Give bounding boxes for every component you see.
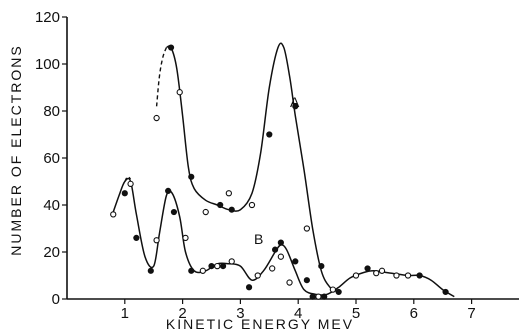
- series-b-point-open: [277, 253, 285, 260]
- series-b-point-filled: [133, 234, 140, 241]
- series-b-point-open: [404, 272, 412, 279]
- series-a-point-open: [248, 201, 256, 209]
- series-a-dashed-curve: [155, 47, 168, 107]
- series-b-point-open: [110, 211, 117, 218]
- series-b-point-filled: [245, 284, 253, 291]
- labels: KINETIC ENERGY MEV NUMBER OF ELECTRONS A…: [8, 44, 354, 332]
- y-axis-label: NUMBER OF ELECTRONS: [8, 44, 24, 255]
- series-label-b: B: [254, 231, 263, 247]
- series-a-point-open: [225, 190, 232, 197]
- y-tick-label: 120: [35, 9, 60, 26]
- series-b-point-filled: [165, 187, 172, 194]
- series-a-point-filled: [292, 103, 299, 110]
- series-b-point-filled: [321, 293, 328, 300]
- series-b-point-open: [378, 267, 386, 274]
- x-axis-label: KINETIC ENERGY MEV: [166, 316, 354, 332]
- series-b-point-filled: [277, 239, 284, 246]
- series-b-point-filled: [292, 258, 299, 265]
- x-tick-label: 7: [467, 305, 475, 322]
- series-a-point-filled: [228, 206, 235, 213]
- series-b-point-open: [373, 269, 380, 277]
- series-b-curve: [112, 177, 455, 298]
- series-b-point-open: [329, 286, 337, 293]
- series-a-point-open: [303, 225, 311, 232]
- y-tick-label: 60: [43, 150, 60, 167]
- series-b-point-filled: [121, 190, 128, 197]
- series-a-point-filled: [188, 173, 195, 180]
- series-a-point-filled: [335, 288, 342, 296]
- series-b-point-open: [286, 279, 293, 286]
- series-a-point-filled: [167, 44, 175, 51]
- series-b-point-open: [182, 234, 189, 242]
- series-b-point-open: [228, 258, 235, 265]
- series-a-point-open: [202, 208, 209, 216]
- points: [110, 44, 449, 300]
- series-b-point-open: [352, 272, 360, 279]
- x-tick-label: 1: [121, 305, 129, 322]
- series-a-curve: [166, 42, 340, 293]
- series-b-point-filled: [219, 263, 227, 270]
- series-b-point-filled: [303, 277, 310, 284]
- series-b-point-open: [199, 267, 206, 274]
- series-b-point-open: [153, 237, 160, 244]
- series-b-point-filled: [147, 267, 154, 274]
- y-tick-label: 40: [43, 197, 60, 214]
- series-b-point-open: [214, 262, 221, 270]
- y-tick-label: 0: [52, 291, 60, 308]
- x-tick-label: 2: [178, 305, 186, 322]
- x-tick-label: 3: [236, 305, 244, 322]
- series-b-point-filled: [364, 265, 371, 272]
- series-b-point-open: [393, 272, 400, 279]
- series-b-point-filled: [309, 293, 316, 300]
- y-tick-label: 20: [43, 244, 60, 261]
- x-tick-label: 6: [410, 305, 418, 322]
- y-tick-label: 100: [35, 56, 60, 73]
- series-b-point-open: [269, 265, 276, 272]
- axes: [66, 17, 519, 300]
- y-tick-label: 80: [43, 103, 60, 120]
- series-b-point-open: [254, 272, 261, 279]
- series-a-point-open: [176, 89, 183, 96]
- series-a-point-filled: [266, 131, 273, 138]
- series-b-point-filled: [170, 208, 178, 216]
- series-a-point-filled: [318, 263, 325, 270]
- series-a-point-filled: [217, 201, 224, 209]
- series-b-point-open: [315, 293, 322, 300]
- ticks: 1 2 3 4 5 6 7 0 20 40 60 80 100 120: [35, 9, 476, 322]
- series-label-a: A: [290, 94, 300, 110]
- curves: [112, 42, 455, 298]
- x-tick-label: 4: [294, 305, 302, 322]
- x-tick-label: 5: [352, 305, 360, 322]
- series-b-point-filled: [416, 272, 423, 279]
- series-b-point-filled: [188, 267, 195, 274]
- series-b-point-filled: [271, 246, 279, 253]
- series-b-point-open: [127, 180, 134, 187]
- series-b-dashed-curve: [124, 176, 132, 182]
- series-b-point-filled: [442, 288, 449, 296]
- series-b-point-filled: [208, 263, 215, 270]
- series-a-point-open: [153, 114, 160, 122]
